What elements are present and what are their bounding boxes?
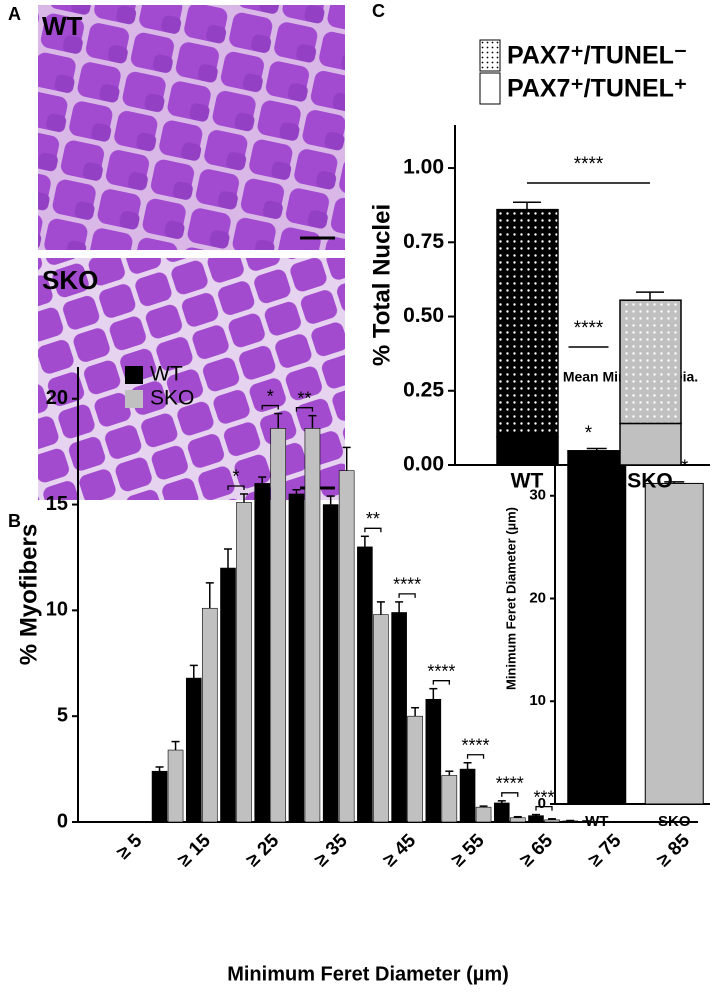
bar bbox=[322, 504, 339, 823]
y-tick-label: 5 bbox=[57, 704, 68, 726]
x-tick-label: SKO bbox=[627, 470, 673, 493]
bar bbox=[493, 802, 510, 823]
y-tick-label: 20 bbox=[529, 589, 546, 606]
bar bbox=[544, 819, 560, 823]
significance-bracket bbox=[295, 407, 314, 412]
panel-label: B bbox=[8, 511, 21, 531]
significance: * bbox=[585, 423, 593, 444]
bar bbox=[528, 815, 544, 823]
y-tick-label: 10 bbox=[529, 692, 546, 709]
x-tick-label: ≥ 35 bbox=[311, 830, 352, 871]
y-tick-label: 20 bbox=[46, 387, 68, 409]
significance: **** bbox=[393, 575, 421, 595]
bar bbox=[151, 770, 168, 823]
x-tick-label: ≥ 65 bbox=[516, 830, 557, 871]
y-tick-label: 0.00 bbox=[403, 453, 444, 476]
bar bbox=[236, 502, 252, 823]
x-tick-label: SKO bbox=[658, 813, 691, 830]
x-tick-label: ≥ 45 bbox=[379, 830, 420, 871]
y-tick-label: 15 bbox=[46, 493, 68, 515]
bar bbox=[475, 806, 492, 823]
bar-segment bbox=[496, 208, 559, 438]
significance: **** bbox=[574, 154, 604, 175]
bar bbox=[391, 612, 407, 823]
significance-bracket bbox=[535, 805, 553, 811]
y-axis-label: % Total Nuclei bbox=[368, 204, 395, 366]
bar bbox=[167, 749, 184, 823]
x-tick-label: ≥ 25 bbox=[242, 830, 283, 871]
significance: **** bbox=[574, 318, 604, 339]
bar bbox=[254, 483, 271, 823]
bar bbox=[509, 817, 526, 823]
bar bbox=[441, 775, 458, 823]
x-tick-label: WT bbox=[585, 813, 608, 830]
legend-label: PAX7⁺/TUNEL⁻ bbox=[507, 42, 687, 70]
significance: **** bbox=[462, 735, 490, 755]
y-tick-label: 1.00 bbox=[403, 156, 444, 179]
x-axis-label: Minimum Feret Diameter (µm) bbox=[227, 963, 509, 985]
x-tick-label: ≥ 55 bbox=[448, 830, 489, 871]
significance: ** bbox=[297, 388, 311, 408]
y-tick-label: 0.50 bbox=[403, 304, 444, 327]
bar bbox=[338, 470, 355, 823]
significance: ** bbox=[366, 509, 380, 529]
significance: * bbox=[267, 386, 274, 406]
x-tick-label: ≥ 85 bbox=[653, 830, 694, 871]
bar bbox=[373, 614, 389, 823]
significance: **** bbox=[427, 661, 455, 681]
significance-bracket bbox=[227, 485, 245, 490]
x-tick-label: ≥ 5 bbox=[113, 830, 147, 864]
x-tick-label: ≥ 75 bbox=[585, 830, 626, 871]
y-tick-label: 30 bbox=[529, 487, 546, 504]
bar bbox=[270, 428, 287, 823]
significance-bracket bbox=[501, 792, 519, 797]
significance-bracket bbox=[466, 754, 485, 759]
y-tick-label: 0.25 bbox=[403, 378, 444, 401]
bar bbox=[185, 677, 202, 823]
bar bbox=[304, 428, 321, 823]
y-tick-label: 0.75 bbox=[403, 230, 444, 253]
bar bbox=[357, 546, 373, 823]
panel-label: C bbox=[372, 1, 385, 21]
bar-segment bbox=[619, 422, 682, 466]
y-tick-label: 0 bbox=[57, 810, 68, 832]
micrograph-sko bbox=[38, 258, 345, 500]
significance: **** bbox=[496, 774, 524, 794]
bar bbox=[220, 567, 236, 823]
y-tick-label: 0 bbox=[538, 795, 546, 812]
y-axis-label: Minimum Feret Diameter (µm) bbox=[503, 507, 518, 690]
legend-swatch bbox=[125, 390, 143, 408]
x-tick-label: ≥ 15 bbox=[174, 830, 215, 871]
micrograph-label: SKO bbox=[42, 265, 98, 295]
bar bbox=[567, 450, 627, 805]
x-tick-label: WT bbox=[511, 470, 544, 493]
micrograph-wt bbox=[38, 5, 345, 250]
y-axis-label: % Myofibers bbox=[15, 524, 42, 665]
panel-label: A bbox=[8, 4, 21, 24]
significance: *** bbox=[533, 787, 554, 807]
bar bbox=[644, 482, 704, 805]
significance-bracket bbox=[364, 527, 382, 533]
legend-label: WT bbox=[150, 363, 183, 386]
legend-label: SKO bbox=[150, 387, 194, 410]
legend-swatch bbox=[479, 39, 501, 72]
significance-bracket bbox=[398, 593, 416, 598]
bar bbox=[459, 768, 476, 823]
bar bbox=[425, 698, 442, 823]
bar-segment bbox=[619, 299, 682, 425]
bar bbox=[288, 493, 305, 823]
significance-bracket bbox=[432, 680, 450, 685]
legend-swatch bbox=[479, 72, 501, 105]
legend-swatch bbox=[125, 366, 143, 384]
legend-label: PAX7⁺/TUNEL⁺ bbox=[507, 75, 687, 103]
y-tick-label: 10 bbox=[46, 599, 68, 621]
bar bbox=[407, 715, 423, 823]
significance-bracket bbox=[261, 404, 279, 410]
micrograph-label: WT bbox=[42, 11, 83, 41]
significance: * bbox=[232, 467, 239, 487]
bar-segment bbox=[496, 436, 559, 466]
bar bbox=[201, 607, 218, 823]
